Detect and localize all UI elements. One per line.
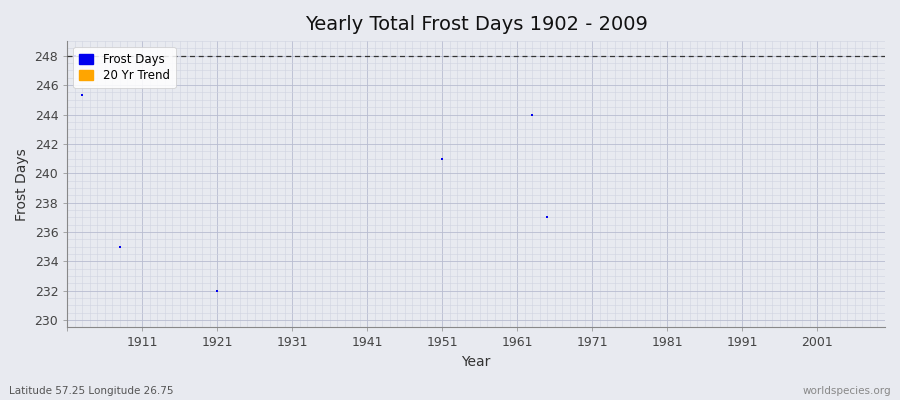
Legend: Frost Days, 20 Yr Trend: Frost Days, 20 Yr Trend: [73, 47, 176, 88]
Point: [75, 92, 89, 99]
Y-axis label: Frost Days: Frost Days: [15, 148, 29, 221]
Title: Yearly Total Frost Days 1902 - 2009: Yearly Total Frost Days 1902 - 2009: [305, 15, 648, 34]
Point: [436, 155, 450, 162]
Point: [211, 288, 225, 294]
X-axis label: Year: Year: [462, 355, 490, 369]
Text: worldspecies.org: worldspecies.org: [803, 386, 891, 396]
Point: [540, 214, 554, 220]
Point: [526, 111, 540, 118]
Point: [68, 52, 82, 59]
Text: Latitude 57.25 Longitude 26.75: Latitude 57.25 Longitude 26.75: [9, 386, 174, 396]
Point: [112, 244, 127, 250]
